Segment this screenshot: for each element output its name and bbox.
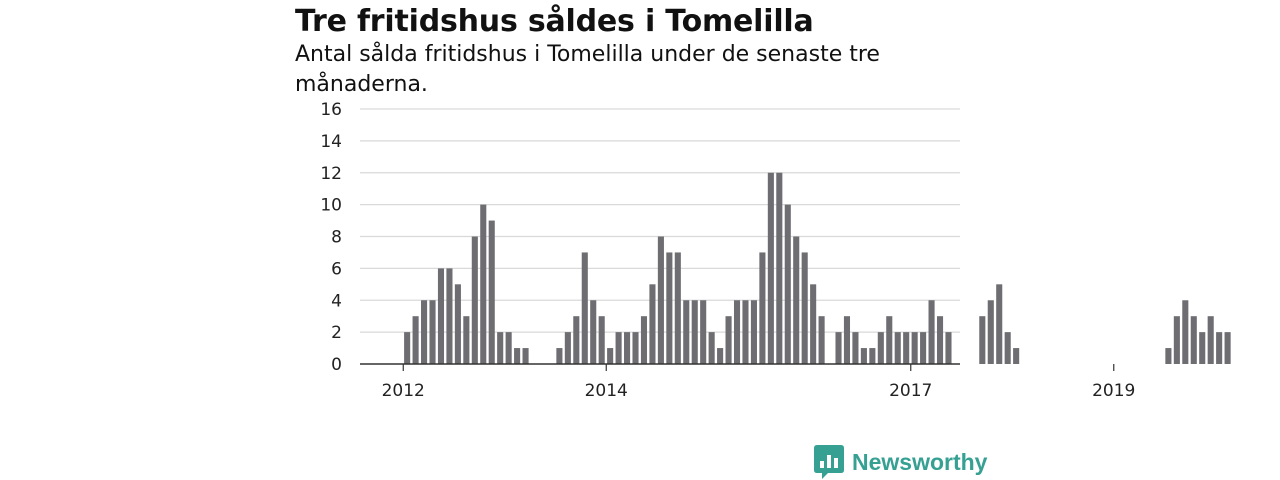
bar xyxy=(666,252,673,364)
bar xyxy=(784,204,791,364)
bar xyxy=(488,220,495,364)
x-tick-label: 2019 xyxy=(1092,381,1135,401)
bar xyxy=(843,316,851,364)
bar xyxy=(454,284,461,364)
bars xyxy=(404,172,1231,364)
bar xyxy=(446,268,453,364)
bar xyxy=(497,332,504,364)
bar xyxy=(996,284,1003,364)
bar xyxy=(894,332,901,364)
bar xyxy=(1216,332,1223,364)
bar xyxy=(640,316,648,364)
bar xyxy=(463,316,470,364)
bar xyxy=(852,332,859,364)
bar xyxy=(936,316,944,364)
bar xyxy=(793,236,800,364)
x-tick-label: 2014 xyxy=(585,381,628,401)
x-axis xyxy=(360,363,1115,371)
bar xyxy=(505,332,512,364)
y-tick-label: 0 xyxy=(331,355,342,375)
bar xyxy=(801,252,808,364)
bar xyxy=(514,348,521,364)
bar xyxy=(987,300,994,364)
bar xyxy=(624,332,631,364)
y-tick-label: 2 xyxy=(331,323,342,343)
bar xyxy=(564,332,571,364)
bar xyxy=(471,236,478,364)
bar xyxy=(708,332,715,364)
bar xyxy=(1173,316,1180,364)
bar xyxy=(759,252,766,364)
y-tick-label: 6 xyxy=(331,259,342,279)
bar xyxy=(674,252,681,364)
y-tick-label: 16 xyxy=(320,100,342,120)
bar xyxy=(750,300,757,364)
bar xyxy=(911,332,918,364)
bar xyxy=(598,316,605,364)
bar xyxy=(1207,316,1214,364)
bar xyxy=(556,348,563,364)
bar xyxy=(869,348,876,364)
bar xyxy=(1199,332,1206,364)
y-tick-label: 10 xyxy=(320,196,342,216)
bar xyxy=(835,332,842,364)
bar xyxy=(573,316,580,364)
bar xyxy=(928,300,935,364)
newsworthy-logo: Newsworthy xyxy=(814,445,987,479)
bar xyxy=(683,300,690,364)
chart-title: Tre fritidshus såldes i Tomelilla xyxy=(295,4,814,39)
bar xyxy=(979,316,986,364)
bar xyxy=(1224,332,1231,364)
bar xyxy=(1004,332,1011,364)
bar xyxy=(725,316,732,364)
newsworthy-logo-text: Newsworthy xyxy=(852,448,988,475)
bar xyxy=(767,172,774,364)
bar xyxy=(776,172,783,364)
bar xyxy=(590,300,597,364)
bar xyxy=(1190,316,1197,364)
bar xyxy=(691,300,698,364)
y-tick-label: 8 xyxy=(331,228,342,248)
bar xyxy=(945,332,952,364)
bar xyxy=(657,236,664,364)
bar xyxy=(742,300,749,364)
bar xyxy=(886,316,893,364)
x-tick-label: 2017 xyxy=(889,381,932,401)
bar xyxy=(522,348,529,364)
x-tick-labels: 201220142017201920222024 xyxy=(382,381,1136,401)
newsworthy-logo-icon xyxy=(814,445,844,479)
bar xyxy=(920,332,927,364)
bar xyxy=(818,316,825,364)
bar xyxy=(1013,348,1020,364)
bar xyxy=(404,332,411,364)
bar xyxy=(421,300,428,364)
y-tick-labels: 0 2 4 6 8 10 12 14 16 xyxy=(320,100,342,375)
bar xyxy=(1165,348,1172,364)
bar xyxy=(615,332,622,364)
y-tick-label: 4 xyxy=(331,291,342,311)
bar xyxy=(581,252,588,364)
x-tick-label: 2012 xyxy=(382,381,425,401)
bar xyxy=(649,284,656,364)
bar xyxy=(903,332,910,364)
bar xyxy=(632,332,639,364)
bar xyxy=(480,204,487,364)
bar xyxy=(877,332,884,364)
bar xyxy=(860,348,867,364)
y-tick-label: 12 xyxy=(320,164,342,184)
bar xyxy=(733,300,741,364)
chart-subtitle: Antal sålda fritidshus i Tomelilla under… xyxy=(295,42,880,97)
bar xyxy=(429,300,436,364)
bar xyxy=(717,348,724,364)
y-tick-label: 14 xyxy=(320,132,342,152)
bar xyxy=(607,348,614,364)
bar xyxy=(700,300,707,364)
bar xyxy=(1182,300,1189,364)
bar xyxy=(412,316,419,364)
bar xyxy=(810,284,817,364)
bar xyxy=(437,268,445,364)
